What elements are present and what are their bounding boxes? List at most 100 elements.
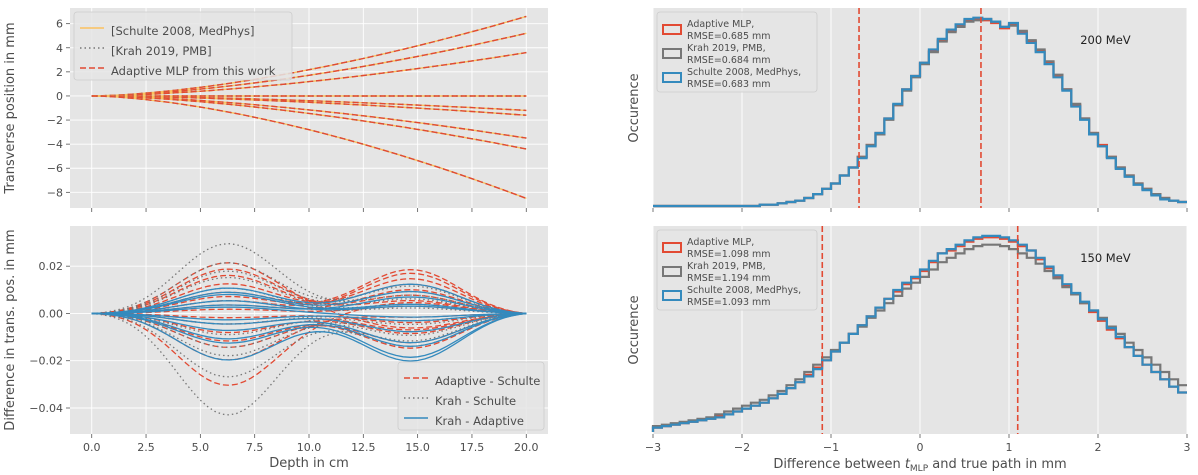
- difference-line: [91, 312, 527, 333]
- y-tick-label: −2: [47, 114, 63, 127]
- legend-label: Adaptive MLP from this work: [111, 64, 276, 78]
- x-tick-label: 0.0: [83, 441, 101, 454]
- legend-box: [656, 11, 818, 93]
- difference-line: [91, 306, 527, 318]
- y-tick-label: −4: [47, 138, 63, 151]
- y-tick-label: 0.02: [39, 260, 64, 273]
- y-axis-label: Occurence: [627, 73, 642, 142]
- x-tick-label: 15.0: [405, 441, 430, 454]
- y-tick-label: −0.02: [29, 355, 63, 368]
- difference-line: [91, 312, 527, 349]
- legend-label: RMSE=0.684 mm: [687, 55, 771, 66]
- legend-label: Krah - Adaptive: [435, 414, 524, 428]
- x-axis-label: Depth in cm: [269, 456, 349, 471]
- x-tick-label: −2: [734, 441, 750, 454]
- energy-annotation: 150 MeV: [1080, 251, 1131, 265]
- histogram-step: [653, 16, 1187, 208]
- x-tick-label: 1: [1006, 441, 1013, 454]
- x-tick-label: 17.5: [460, 441, 485, 454]
- legend-label: [Schulte 2008, MedPhys]: [111, 24, 255, 38]
- legend-label: RMSE=1.194 mm: [687, 273, 771, 284]
- difference-line: [91, 312, 527, 347]
- legend-box: [397, 361, 545, 431]
- difference-line: [91, 268, 527, 315]
- x-axis-label: Difference between tMLP and true path in…: [773, 457, 1066, 474]
- y-tick-label: −8: [47, 186, 63, 199]
- legend-box: [73, 11, 293, 81]
- trajectory-line: [91, 95, 527, 150]
- legend-label: Schulte 2008, MedPhys,: [687, 285, 801, 296]
- difference-line: [91, 270, 527, 315]
- difference-line: [91, 312, 527, 358]
- trajectory-line: [91, 95, 527, 200]
- x-axis-label-part: and true path in mm: [928, 457, 1067, 472]
- difference-line: [91, 312, 527, 362]
- x-tick-label: 3: [1184, 441, 1191, 454]
- panel-bl: −0.04−0.020.000.020.0 2.5 5.0 7.5 10.0 12.5 15…: [3, 226, 548, 471]
- legend-label: Krah 2019, PMB,: [687, 43, 766, 54]
- difference-line: [91, 312, 527, 336]
- x-tick-label: 0: [917, 441, 924, 454]
- difference-line: [91, 243, 527, 315]
- x-axis-label-part: Difference between: [773, 457, 905, 472]
- x-axis-label-part: MLP: [910, 464, 929, 474]
- legend-label: Adaptive - Schulte: [435, 374, 540, 388]
- x-tick-label: 5.0: [192, 441, 210, 454]
- x-tick-label: 20.0: [514, 441, 539, 454]
- y-tick-label: 6: [56, 18, 63, 31]
- legend-swatch: [662, 290, 682, 301]
- difference-line: [91, 262, 527, 329]
- legend-label: Krah - Schulte: [435, 394, 516, 408]
- trajectory-line: [91, 15, 527, 97]
- difference-line: [91, 290, 527, 315]
- legend-swatch: [662, 266, 682, 277]
- x-tick-label: −1: [823, 441, 839, 454]
- difference-line: [91, 312, 527, 416]
- difference-line: [91, 312, 527, 344]
- legend-label: RMSE=1.093 mm: [687, 297, 771, 308]
- histogram-step: [651, 234, 1187, 432]
- x-tick-label: −3: [645, 441, 661, 454]
- trajectory-line: [91, 32, 527, 97]
- difference-line: [91, 312, 527, 322]
- difference-line: [91, 293, 527, 315]
- energy-annotation: 200 MeV: [1080, 33, 1131, 47]
- panel-tl: −8 −6 −4 −2 0 2 4 6 Transverse position in mm [Sc…: [3, 8, 548, 212]
- legend-label: Adaptive MLP,: [687, 19, 754, 30]
- y-tick-label: −6: [47, 162, 63, 175]
- y-axis-label: Occurence: [627, 295, 642, 364]
- trajectory-line: [91, 95, 527, 116]
- x-tick-label: 10.0: [297, 441, 322, 454]
- difference-line: [91, 296, 527, 315]
- y-tick-label: −0.04: [29, 402, 63, 415]
- difference-line: [91, 262, 527, 315]
- legend-label: Krah 2019, PMB,: [687, 261, 766, 272]
- y-axis-label: Difference in trans. pos. in mm: [3, 229, 18, 430]
- difference-line: [91, 312, 527, 357]
- x-axis-label-part: t: [905, 457, 911, 472]
- legend-swatch: [662, 242, 682, 253]
- x-tick-label: 2.5: [137, 441, 155, 454]
- legend-swatch: [662, 72, 682, 83]
- difference-line: [91, 283, 527, 315]
- legend-label: Adaptive MLP,: [687, 237, 754, 248]
- legend-label: Schulte 2008, MedPhys,: [687, 67, 801, 78]
- legend-swatch: [662, 24, 682, 35]
- legend-label: RMSE=1.098 mm: [687, 249, 771, 260]
- legend-label: [Krah 2019, PMB]: [111, 44, 212, 58]
- trajectory-line: [91, 51, 527, 97]
- y-tick-label: 0: [56, 90, 63, 103]
- y-tick-label: 0.00: [39, 307, 64, 320]
- legend-label: RMSE=0.685 mm: [687, 31, 771, 42]
- panel-tr: Occurence 200 MeV Adaptive MLP,RMSE=0.685 …: [627, 8, 1188, 212]
- legend-swatch: [662, 48, 682, 59]
- legend-label: RMSE=0.683 mm: [687, 79, 771, 90]
- y-tick-label: 4: [56, 42, 63, 55]
- legend-box: [656, 229, 818, 311]
- x-tick-label: 12.5: [351, 441, 376, 454]
- x-tick-label: 7.5: [246, 441, 264, 454]
- x-tick-label: 2: [1095, 441, 1102, 454]
- y-tick-label: 2: [56, 66, 63, 79]
